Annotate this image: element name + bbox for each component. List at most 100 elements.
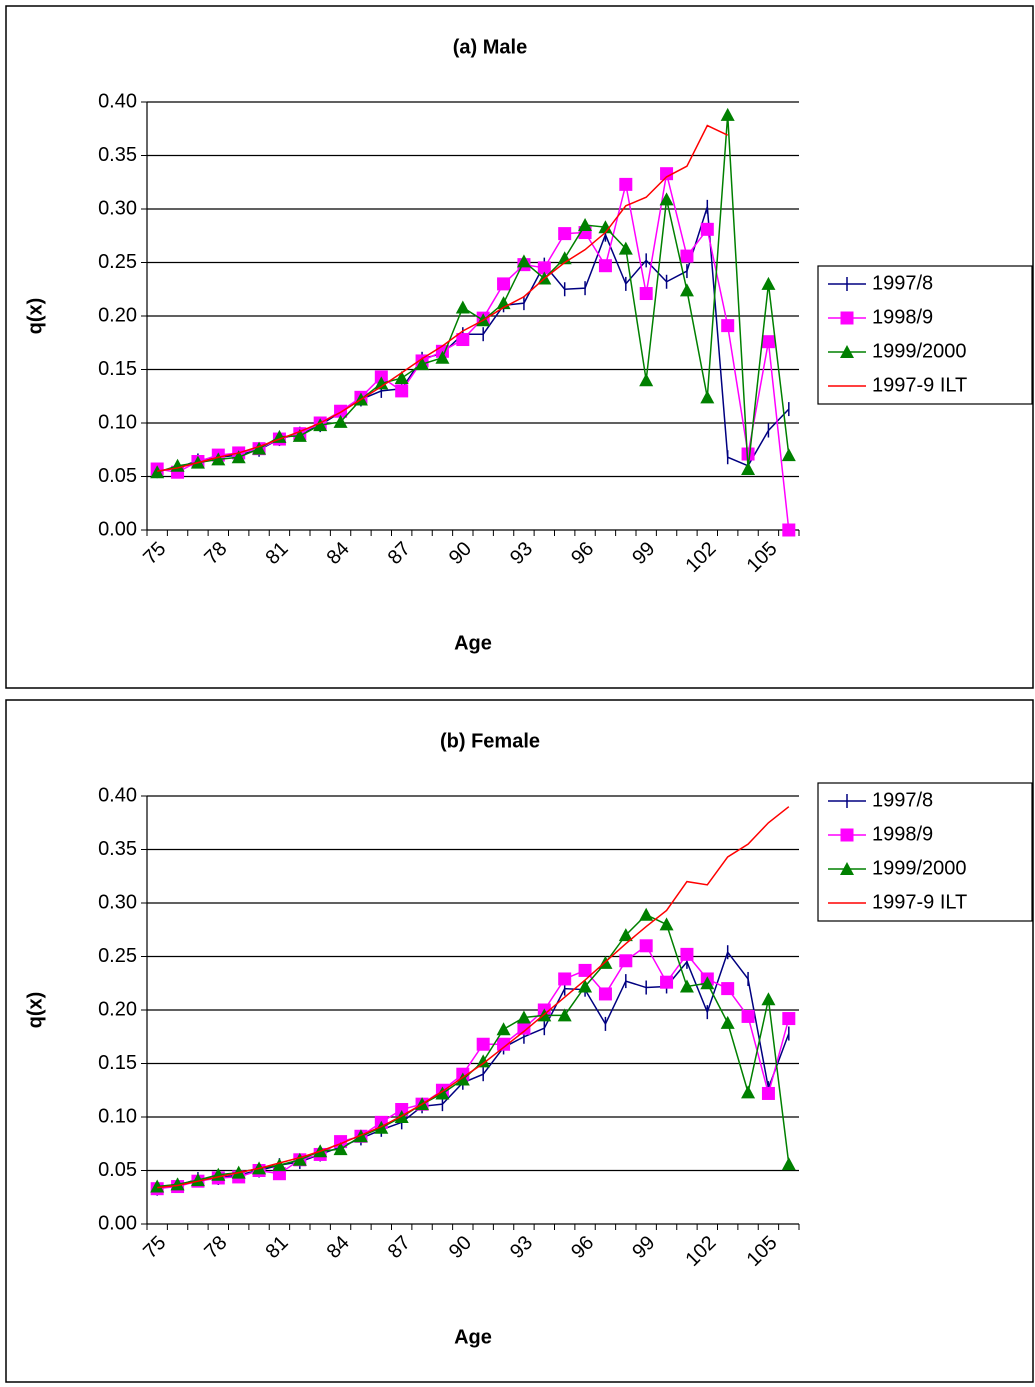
marker [659,192,674,206]
series-line [157,124,729,472]
marker [761,992,776,1006]
y-tick-label: 0.40 [98,784,137,806]
marker [231,450,246,464]
marker [679,283,694,297]
marker [720,107,735,121]
marker [659,917,674,931]
marker [619,954,633,968]
marker [679,979,694,993]
marker [700,390,715,404]
y-tick-label: 0.30 [98,197,137,219]
chart-title: (a) Male [453,36,527,58]
marker [840,311,854,325]
y-tick-label: 0.15 [98,1052,137,1074]
marker [840,345,854,358]
marker [558,227,572,241]
y-tick-label: 0.35 [98,144,137,166]
legend [817,265,1033,405]
series-line [156,114,790,473]
y-tick-label: 0.15 [98,358,137,380]
marker [557,1008,572,1022]
marker [782,1012,796,1026]
marker [374,376,389,390]
marker [150,1179,165,1193]
marker [476,1054,491,1068]
y-tick-label: 0.20 [98,304,137,326]
marker [455,300,470,314]
marker [639,373,654,387]
marker [333,1142,348,1156]
marker [660,975,674,989]
legend-label: 1998/9 [872,823,933,845]
marker [618,928,633,942]
marker [292,1152,307,1166]
marker [435,350,450,364]
y-tick-label: 0.10 [98,411,137,433]
chart-title: (b) Female [440,730,540,752]
y-tick-label: 0.20 [98,998,137,1020]
marker [333,414,348,428]
marker [700,976,715,990]
marker [741,1009,755,1023]
marker [252,441,267,455]
marker [619,177,633,191]
marker [395,384,409,398]
legend-label: 1999/2000 [872,340,967,362]
marker [781,448,796,462]
marker [150,465,165,479]
y-tick-label: 0.30 [98,891,137,913]
y-tick-label: 0.25 [98,251,137,273]
marker [415,357,430,371]
y-tick-label: 0.00 [98,518,137,540]
marker [578,963,592,977]
marker [761,335,775,349]
marker [639,287,653,301]
marker [680,249,694,263]
marker [558,972,572,986]
marker [292,428,307,442]
marker [639,907,654,921]
marker [496,1022,511,1036]
marker [761,276,776,290]
marker [720,1015,735,1029]
marker [313,418,328,432]
marker [456,333,470,347]
legend-label: 1998/9 [872,306,933,328]
y-axis-title: q(x) [24,298,46,335]
series-line [157,806,790,1189]
marker [680,947,694,961]
marker [741,462,756,476]
marker [781,1157,796,1171]
y-tick-label: 0.25 [98,945,137,967]
marker [639,939,653,953]
marker [476,1037,490,1051]
marker [598,259,612,273]
x-axis-title: Age [454,632,492,654]
y-tick-label: 0.10 [98,1105,137,1127]
marker [455,1072,470,1086]
y-tick-label: 0.05 [98,1159,137,1181]
marker [700,222,714,236]
marker [840,862,854,875]
y-tick-label: 0.05 [98,465,137,487]
marker [721,319,735,333]
legend-label: 1997/8 [872,789,933,811]
marker [272,1158,287,1172]
legend [817,782,1033,922]
legend-label: 1997-9 ILT [872,374,967,396]
marker [497,1037,511,1051]
legend-label: 1997/8 [872,272,933,294]
y-tick-label: 0.35 [98,838,137,860]
y-tick-label: 0.40 [98,90,137,112]
marker [516,1010,531,1024]
marker [190,1173,205,1187]
marker [170,1177,185,1191]
marker [598,220,613,234]
y-axis-title: q(x) [24,992,46,1029]
marker [497,277,511,291]
marker [516,254,531,268]
marker [578,218,593,232]
marker [761,1086,775,1100]
